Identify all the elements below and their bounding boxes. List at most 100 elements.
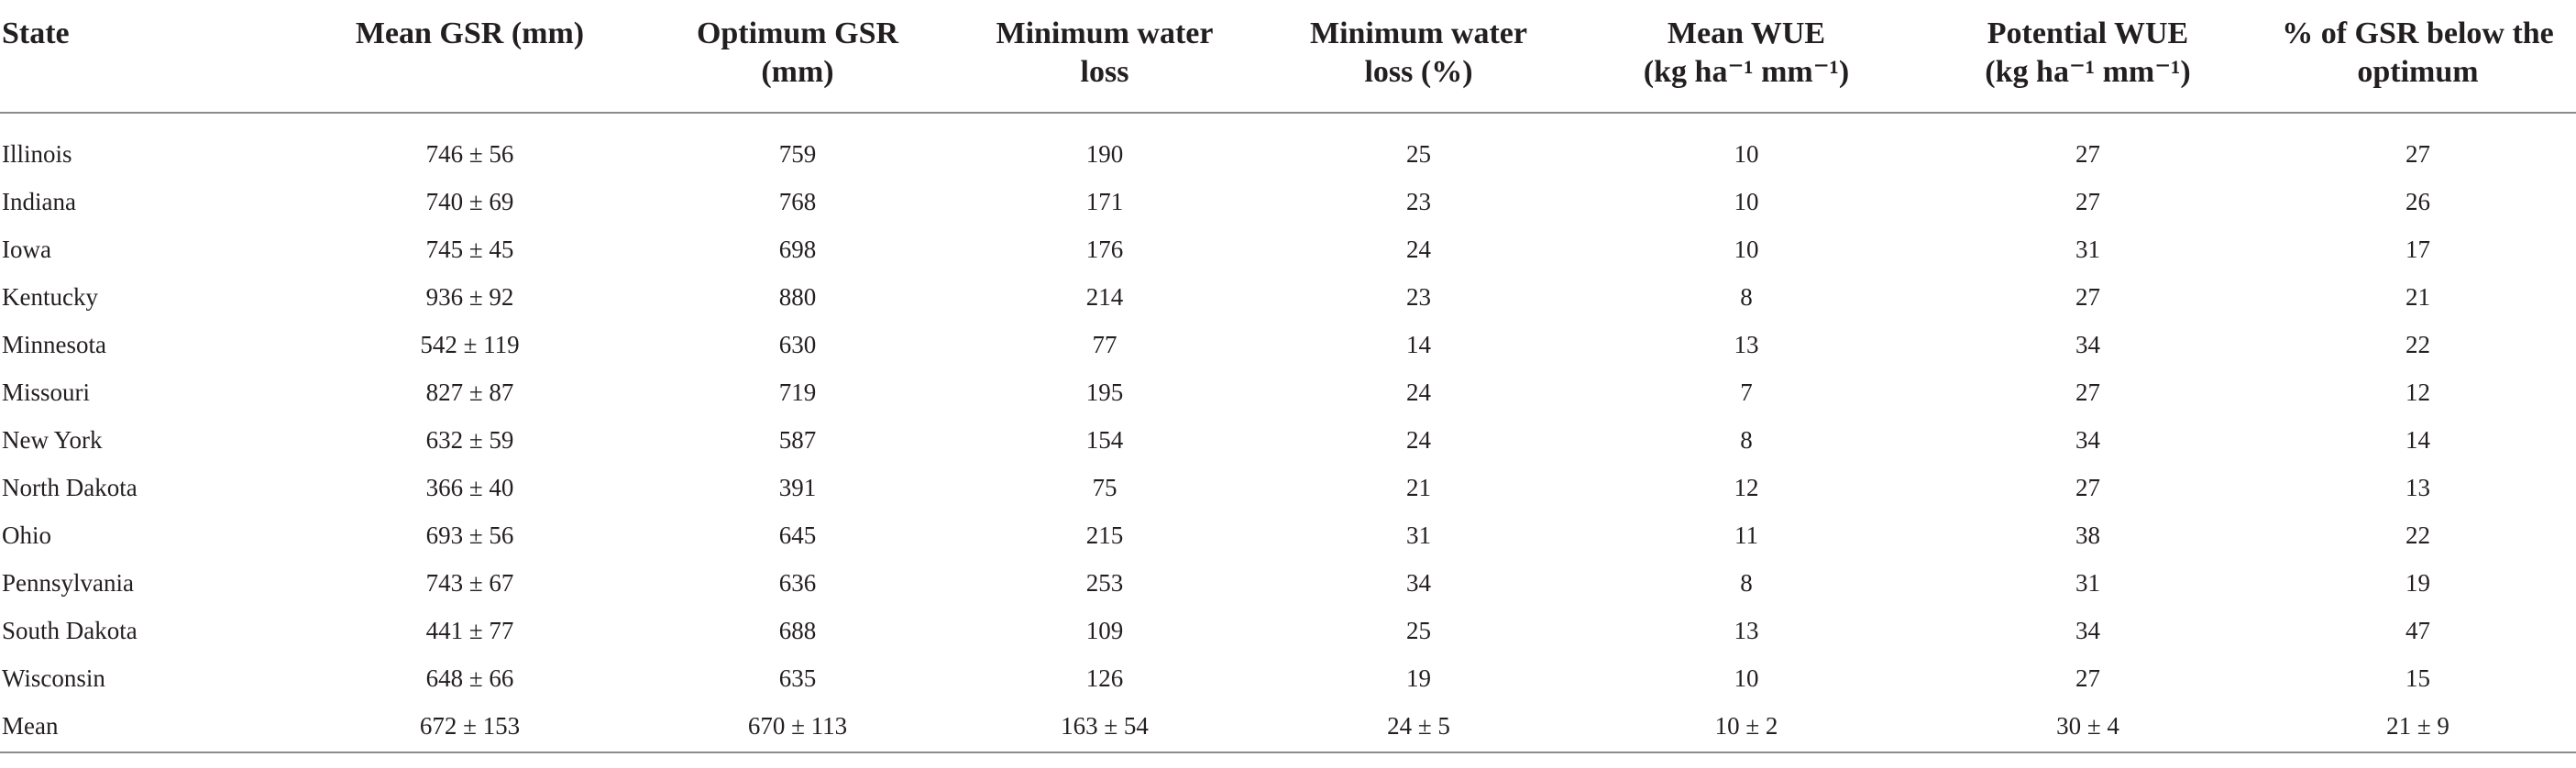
cell-minimum-water-loss-percent: 24: [1406, 235, 1431, 263]
cell-potential-wue: 27: [2075, 664, 2100, 692]
cell-mean-wue: 13: [1734, 330, 1759, 358]
table-row: Mean 672 ± 153 670 ± 113 163 ± 54 24 ± 5 10 ±…: [0, 702, 2576, 750]
cell-minimum-water-loss-percent: 25: [1406, 139, 1431, 168]
cell-minimum-water-loss-percent: 24: [1406, 378, 1431, 406]
cell-mean-wue: 10 ± 2: [1714, 711, 1778, 740]
cell-mean-wue: 11: [1734, 521, 1758, 549]
cell-minimum-water-loss: 215: [1085, 521, 1124, 549]
cell-optimum-gsr: 587: [778, 425, 817, 454]
cell-minimum-water-loss-percent: 23: [1406, 282, 1431, 311]
cell-mean-gsr: 693 ± 56: [425, 521, 514, 549]
cell-potential-wue: 31: [2075, 235, 2100, 263]
header-row: State Mean GSR (mm) Optimum GSR (mm) Min…: [0, 0, 2576, 114]
table-row: South Dakota 441 ± 77 688 109 25 13 34 47: [0, 607, 2576, 654]
table-body: Illinois 746 ± 56 759 190 25 10 27 27 Indiana 740…: [0, 113, 2576, 750]
header-line-1: Mean WUE: [1667, 16, 1826, 50]
table-row: Ohio 693 ± 56 645 215 31 11 38 22: [0, 511, 2576, 559]
cell-mean-gsr: 441 ± 77: [425, 616, 514, 644]
header-potential-wue: Potential WUE (kg ha⁻¹ mm⁻¹): [1916, 0, 2260, 114]
cell-minimum-water-loss: 75: [1092, 473, 1117, 501]
cell-gsr-below-optimum: 47: [2405, 616, 2430, 644]
header-line-2: (kg ha⁻¹ mm⁻¹): [1985, 55, 2191, 89]
cell-minimum-water-loss: 195: [1085, 378, 1124, 406]
cell-state: Missouri: [2, 378, 91, 406]
header-line-1: State: [2, 16, 70, 50]
cell-mean-gsr: 743 ± 67: [425, 568, 514, 597]
cell-potential-wue: 27: [2075, 473, 2100, 501]
header-line-2: loss (%): [1364, 55, 1473, 89]
cell-mean-gsr: 936 ± 92: [425, 282, 514, 311]
cell-potential-wue: 30 ± 4: [2056, 711, 2119, 740]
cell-state: New York: [2, 425, 103, 454]
cell-gsr-below-optimum: 27: [2405, 139, 2430, 168]
table-row: Pennsylvania 743 ± 67 636 253 34 8 31 19: [0, 559, 2576, 607]
cell-minimum-water-loss-percent: 21: [1406, 473, 1431, 501]
cell-gsr-below-optimum: 17: [2405, 235, 2430, 263]
cell-gsr-below-optimum: 13: [2405, 473, 2430, 501]
cell-gsr-below-optimum: 22: [2405, 330, 2430, 358]
cell-minimum-water-loss: 176: [1085, 235, 1124, 263]
cell-state: South Dakota: [2, 616, 138, 644]
cell-mean-gsr: 672 ± 153: [419, 711, 521, 740]
cell-mean-gsr: 648 ± 66: [425, 664, 514, 692]
table-row: Indiana 740 ± 69 768 171 23 10 27 26: [0, 178, 2576, 225]
cell-optimum-gsr: 719: [778, 378, 817, 406]
cell-mean-gsr: 745 ± 45: [425, 235, 514, 263]
header-line-1: Minimum water: [996, 16, 1214, 50]
cell-mean-gsr: 827 ± 87: [425, 378, 514, 406]
cell-mean-gsr: 740 ± 69: [425, 187, 514, 215]
cell-potential-wue: 27: [2075, 378, 2100, 406]
cell-potential-wue: 34: [2075, 425, 2100, 454]
cell-optimum-gsr: 698: [778, 235, 817, 263]
cell-state: Iowa: [2, 235, 51, 263]
header-minimum-water-loss: Minimum water loss: [949, 0, 1260, 114]
cell-mean-wue: 10: [1734, 139, 1759, 168]
cell-mean-gsr: 632 ± 59: [425, 425, 514, 454]
cell-state: Illinois: [2, 139, 72, 168]
cell-mean-wue: 10: [1734, 187, 1759, 215]
cell-state: Minnesota: [2, 330, 106, 358]
cell-optimum-gsr: 670 ± 113: [747, 711, 848, 740]
header-gsr-below-optimum: % of GSR below the optimum: [2260, 0, 2576, 114]
cell-potential-wue: 27: [2075, 139, 2100, 168]
cell-state: Wisconsin: [2, 664, 105, 692]
cell-potential-wue: 38: [2075, 521, 2100, 549]
cell-minimum-water-loss: 214: [1085, 282, 1124, 311]
cell-minimum-water-loss-percent: 24 ± 5: [1387, 711, 1450, 740]
cell-mean-wue: 13: [1734, 616, 1759, 644]
cell-gsr-below-optimum: 21 ± 9: [2386, 711, 2449, 740]
cell-minimum-water-loss-percent: 31: [1406, 521, 1431, 549]
cell-gsr-below-optimum: 14: [2405, 425, 2430, 454]
cell-minimum-water-loss: 154: [1085, 425, 1124, 454]
header-minimum-water-loss-percent: Minimum water loss (%): [1260, 0, 1577, 114]
cell-optimum-gsr: 688: [778, 616, 817, 644]
cell-state: Ohio: [2, 521, 51, 549]
cell-optimum-gsr: 635: [778, 664, 817, 692]
cell-optimum-gsr: 391: [778, 473, 817, 501]
cell-gsr-below-optimum: 22: [2405, 521, 2430, 549]
header-mean-gsr: Mean GSR (mm): [293, 0, 646, 114]
cell-minimum-water-loss-percent: 19: [1406, 664, 1431, 692]
cell-potential-wue: 27: [2075, 187, 2100, 215]
cell-potential-wue: 34: [2075, 616, 2100, 644]
header-optimum-gsr: Optimum GSR (mm): [646, 0, 949, 114]
table-row: Iowa 745 ± 45 698 176 24 10 31 17: [0, 225, 2576, 273]
cell-gsr-below-optimum: 12: [2405, 378, 2430, 406]
cell-optimum-gsr: 636: [778, 568, 817, 597]
header-line-2: optimum: [2357, 55, 2479, 89]
header-line-1: Minimum water: [1309, 16, 1527, 50]
cell-minimum-water-loss: 171: [1085, 187, 1124, 215]
cell-gsr-below-optimum: 21: [2405, 282, 2430, 311]
table-row: Minnesota 542 ± 119 630 77 14 13 34 22: [0, 321, 2576, 368]
cell-state: Kentucky: [2, 282, 98, 311]
cell-minimum-water-loss: 163 ± 54: [1061, 711, 1149, 740]
cell-optimum-gsr: 630: [778, 330, 817, 358]
table-spacer-row: [0, 113, 2576, 130]
cell-minimum-water-loss: 190: [1085, 139, 1124, 168]
table-row: North Dakota 366 ± 40 391 75 21 12 27 13: [0, 464, 2576, 511]
cell-minimum-water-loss-percent: 24: [1406, 425, 1431, 454]
cell-state: Pennsylvania: [2, 568, 134, 597]
cell-potential-wue: 34: [2075, 330, 2100, 358]
table-row: New York 632 ± 59 587 154 24 8 34 14: [0, 416, 2576, 464]
